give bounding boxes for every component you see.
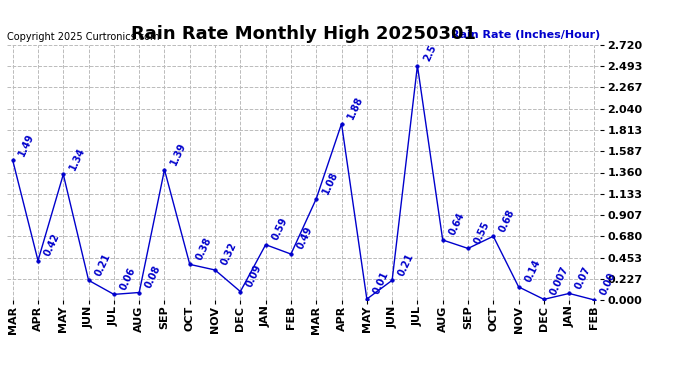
Text: 1.88: 1.88 [346,95,365,121]
Text: 0.68: 0.68 [497,207,517,234]
Text: 0.42: 0.42 [42,232,61,258]
Text: Rain Rate (Inches/Hour): Rain Rate (Inches/Hour) [451,30,600,40]
Text: 1.39: 1.39 [168,141,188,167]
Text: 0.08: 0.08 [144,264,163,290]
Text: 0.32: 0.32 [219,241,239,267]
Text: 0.21: 0.21 [396,252,415,278]
Text: 0.007: 0.007 [548,264,570,297]
Text: 0.21: 0.21 [92,252,112,278]
Text: 0.55: 0.55 [472,220,491,246]
Text: 0.64: 0.64 [447,211,466,237]
Text: 1.08: 1.08 [320,170,339,196]
Text: 0.49: 0.49 [295,225,315,251]
Text: 0.00: 0.00 [599,271,618,297]
Text: Copyright 2025 Curtronics.com: Copyright 2025 Curtronics.com [7,33,159,42]
Text: 0.06: 0.06 [118,266,137,292]
Title: Rain Rate Monthly High 20250301: Rain Rate Monthly High 20250301 [131,26,476,44]
Text: 0.14: 0.14 [523,258,542,284]
Text: 1.49: 1.49 [17,132,36,158]
Text: 0.07: 0.07 [573,265,593,291]
Text: 1.34: 1.34 [68,146,87,172]
Text: 0.38: 0.38 [194,236,213,262]
Text: 2.5: 2.5 [422,43,438,63]
Text: 0.59: 0.59 [270,216,289,242]
Text: 0.09: 0.09 [244,263,264,289]
Text: 0.01: 0.01 [371,270,391,296]
